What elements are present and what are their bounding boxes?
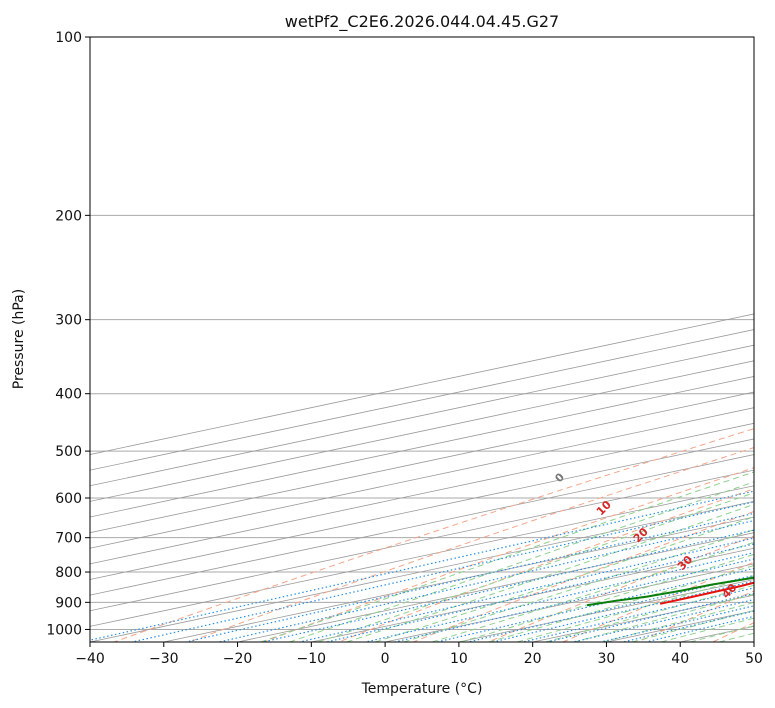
isotherm-line — [680, 625, 754, 642]
x-tick-label: −40 — [75, 651, 105, 667]
moist-adiabat-line — [403, 529, 754, 642]
dry-adiabat-line — [338, 488, 754, 642]
moist-adiabat-line — [431, 541, 754, 642]
mixing-ratio-line — [299, 537, 754, 642]
mixing-ratio-line — [600, 605, 754, 642]
dry-adiabat-line — [263, 467, 754, 642]
isotherm-line — [90, 454, 754, 596]
x-tick-label: 20 — [524, 651, 542, 667]
mixing-ratio-line — [394, 558, 754, 642]
y-tick-label: 500 — [55, 444, 82, 460]
moist-adiabat-line — [660, 617, 754, 642]
moist-adiabat-line — [346, 503, 754, 642]
mixing-ratio-line — [131, 501, 754, 642]
dry-adiabat-line — [413, 510, 754, 642]
y-tick-label: 300 — [55, 313, 82, 329]
mixing-ratio-line — [262, 529, 754, 642]
y-tick-label: 800 — [55, 565, 82, 581]
isotherm-line — [753, 641, 754, 642]
y-tick-label: 200 — [55, 208, 82, 224]
isotherm-line — [90, 485, 754, 627]
y-tick-label: 900 — [55, 595, 82, 611]
x-tick-label: −20 — [223, 651, 253, 667]
moist-adiabat-line — [719, 632, 754, 642]
isotherm-line — [237, 532, 754, 642]
mixing-ratio-line — [546, 592, 754, 642]
mixing-ratio-line — [90, 490, 754, 641]
isotherm-line — [90, 469, 754, 612]
isotherm-line — [90, 500, 754, 642]
dewpoint-trace — [586, 576, 754, 607]
x-tick-label: 30 — [598, 651, 616, 667]
isotherm-line — [90, 313, 754, 455]
background-lines — [90, 37, 754, 642]
isotherm-line — [163, 516, 754, 642]
isotherm-line — [90, 438, 754, 580]
y-tick-label: 1000 — [46, 622, 82, 638]
mixing-ratio-line — [365, 552, 754, 642]
dry-adiabat-line — [188, 447, 754, 642]
moist-adiabat-line — [602, 601, 754, 642]
x-tick-label: 50 — [745, 651, 763, 667]
mixing-ratio-line — [436, 567, 754, 642]
chart-title: wetPf2_C2E6.2026.044.04.45.G27 — [285, 12, 559, 32]
isotherm-line — [90, 422, 754, 565]
x-tick-label: 40 — [671, 651, 689, 667]
moist-adiabat-line — [689, 625, 754, 642]
moist-adiabat-line — [289, 481, 754, 642]
x-tick-label: 0 — [381, 651, 390, 667]
y-tick-label: 400 — [55, 387, 82, 403]
moist-adiabat-line — [317, 492, 754, 642]
y-tick-label: 700 — [55, 531, 82, 547]
x-tick-label: −10 — [297, 651, 327, 667]
plot-frame — [89, 36, 755, 643]
mixing-ratio-line — [185, 512, 754, 642]
moist-adiabat-label: 10 — [594, 498, 614, 518]
mixing-ratio-line — [492, 580, 754, 642]
x-tick-label: −30 — [149, 651, 179, 667]
y-axis: 100 200 300 400 500 600 700 800 900 1000 — [46, 30, 90, 638]
dry-adiabat-line — [562, 561, 754, 642]
moist-adiabat-line — [488, 565, 754, 642]
sounding-traces — [586, 576, 754, 607]
x-axis: −40 −30 −20 −10 0 10 20 30 40 50 — [75, 642, 763, 667]
line-labels: -100-90-80-70-60-50-40-30-20-100.10.20.4… — [552, 470, 739, 601]
y-tick-label: 100 — [55, 30, 82, 46]
x-tick-label: 10 — [450, 651, 468, 667]
mixing-ratio-line — [467, 574, 754, 642]
moist-adiabat-line — [574, 593, 754, 642]
x-axis-label: Temperature (°C) — [361, 681, 483, 697]
y-axis-label: Pressure (hPa) — [11, 289, 27, 389]
isotherm-line — [90, 407, 754, 549]
moist-adiabat-line — [260, 471, 754, 642]
dry-adiabat-line — [113, 428, 754, 642]
y-tick-label: 600 — [55, 491, 82, 507]
moist-adiabat-label: 0 — [552, 470, 567, 485]
isotherm-line — [90, 329, 754, 471]
